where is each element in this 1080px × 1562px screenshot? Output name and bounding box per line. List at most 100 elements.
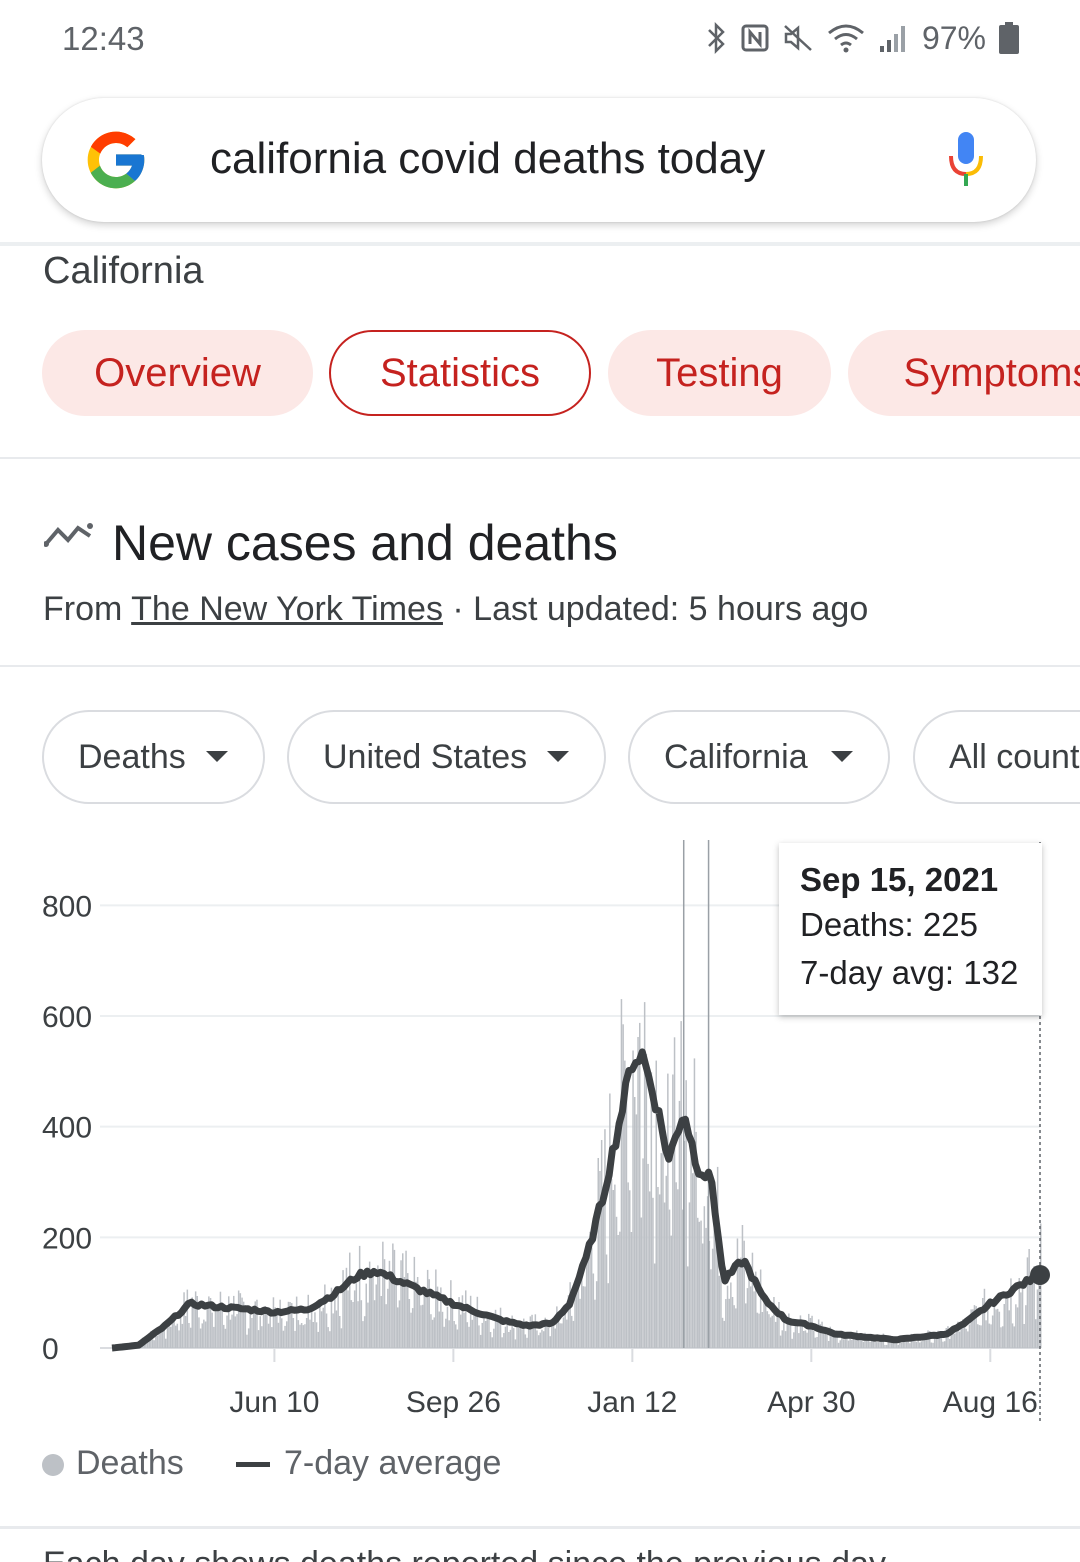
x-axis-labels: Jun 10 Sep 26 Jan 12 Apr 30 Aug 16 (229, 1348, 1038, 1419)
deaths-bar (244, 1305, 247, 1348)
deaths-bar (869, 1341, 871, 1348)
deaths-bar (871, 1334, 873, 1348)
deaths-bar (924, 1335, 926, 1348)
deaths-bar (262, 1313, 265, 1348)
deaths-bar (257, 1330, 260, 1348)
deaths-bar (218, 1307, 220, 1348)
deaths-bar (476, 1296, 479, 1348)
deaths-bar (448, 1320, 450, 1348)
deaths-bar (938, 1336, 941, 1348)
deaths-bar (279, 1299, 281, 1348)
deaths-bars (113, 999, 1042, 1348)
deaths-bar (743, 1240, 745, 1348)
deaths-bar (610, 1179, 613, 1348)
deaths-bar (698, 1221, 701, 1348)
chip-overview[interactable]: Overview (42, 330, 313, 416)
deaths-bar (431, 1319, 434, 1348)
deaths-bar (885, 1344, 888, 1348)
deaths-bar (486, 1316, 488, 1348)
deaths-bar (720, 1261, 722, 1348)
deaths-bar (730, 1282, 732, 1348)
deaths-bar (892, 1342, 894, 1348)
deaths-bar (233, 1295, 235, 1348)
deaths-bar (801, 1324, 803, 1348)
deaths-bar (368, 1261, 371, 1348)
deaths-bar (880, 1339, 883, 1348)
deaths-bar (342, 1270, 344, 1348)
deaths-bar (632, 1050, 634, 1348)
deaths-bar (400, 1260, 402, 1348)
chip-symptoms[interactable]: Symptoms (848, 330, 1080, 416)
deaths-bar (700, 1220, 702, 1348)
deaths-bar (198, 1317, 200, 1348)
deaths-bar (468, 1326, 470, 1348)
microphone-icon[interactable] (946, 130, 986, 190)
deaths-bar (740, 1257, 742, 1348)
deaths-bar (915, 1341, 918, 1348)
seven-day-average-line (111, 1048, 1044, 1352)
deaths-bar (418, 1292, 421, 1348)
country-dropdown[interactable]: United States (287, 710, 606, 804)
deaths-bar (647, 1163, 649, 1348)
deaths-bar (930, 1342, 933, 1348)
deaths-bar (1016, 1307, 1019, 1348)
deaths-bar (725, 1299, 727, 1348)
tooltip-average: 7-day avg: 132 (800, 954, 1019, 991)
deaths-bar (514, 1339, 517, 1348)
chip-label: Symptoms (903, 351, 1080, 395)
deaths-bar (847, 1340, 850, 1348)
deaths-bar (188, 1323, 190, 1348)
hover-point[interactable] (1030, 1264, 1050, 1285)
county-dropdown[interactable]: All counties (913, 710, 1080, 804)
deaths-bar (347, 1290, 349, 1348)
deaths-bar (539, 1332, 541, 1348)
deaths-bar (353, 1290, 356, 1348)
deaths-chart[interactable]: 0 200 400 600 800 Jun 10 Sep 26 Jan 12 Apr 30 Au… (0, 830, 1080, 1430)
deaths-bar (216, 1304, 218, 1348)
deaths-bar (804, 1330, 807, 1348)
deaths-bar (289, 1302, 291, 1348)
deaths-bar (907, 1339, 909, 1348)
deaths-bar (995, 1309, 997, 1348)
metric-dropdown[interactable]: Deaths (42, 710, 265, 804)
deaths-bar (960, 1328, 962, 1348)
search-box[interactable]: california covid deaths today (42, 98, 1036, 222)
deaths-bar (824, 1331, 827, 1348)
chip-testing[interactable]: Testing (608, 330, 831, 416)
deaths-bar (458, 1297, 460, 1348)
deaths-bar (826, 1335, 828, 1348)
deaths-bar (204, 1321, 207, 1348)
deaths-bar (635, 1114, 638, 1348)
deaths-bar (403, 1277, 406, 1348)
deaths-bar (567, 1295, 570, 1348)
deaths-bar (1018, 1278, 1020, 1348)
deaths-bar (523, 1318, 525, 1348)
deaths-bar (489, 1332, 492, 1348)
deaths-bar (158, 1331, 160, 1348)
deaths-bar (206, 1307, 208, 1348)
deaths-bar (945, 1328, 947, 1348)
deaths-bar (630, 1232, 633, 1348)
deaths-bar (183, 1292, 185, 1348)
source-link[interactable]: The New York Times (131, 590, 443, 628)
deaths-bar (1031, 1275, 1034, 1348)
deaths-bar (808, 1313, 810, 1348)
deaths-bar (184, 1316, 187, 1348)
chip-statistics[interactable]: Statistics (329, 330, 591, 416)
deaths-bar (685, 1080, 687, 1348)
y-tick-label: 600 (42, 1001, 92, 1034)
deaths-bar (617, 1235, 619, 1348)
deaths-bar (441, 1311, 444, 1348)
deaths-bar (469, 1295, 472, 1348)
search-query[interactable]: california covid deaths today (210, 134, 766, 183)
deaths-bar (456, 1329, 459, 1348)
deaths-bar (866, 1340, 868, 1348)
deaths-bar (1003, 1304, 1005, 1348)
deaths-bar (1036, 1289, 1039, 1348)
deaths-bar (549, 1336, 551, 1348)
deaths-bar (660, 1153, 662, 1348)
deaths-bar (352, 1302, 354, 1348)
deaths-bar (687, 1266, 689, 1348)
state-dropdown[interactable]: California (628, 710, 890, 804)
deaths-bar (972, 1309, 974, 1348)
